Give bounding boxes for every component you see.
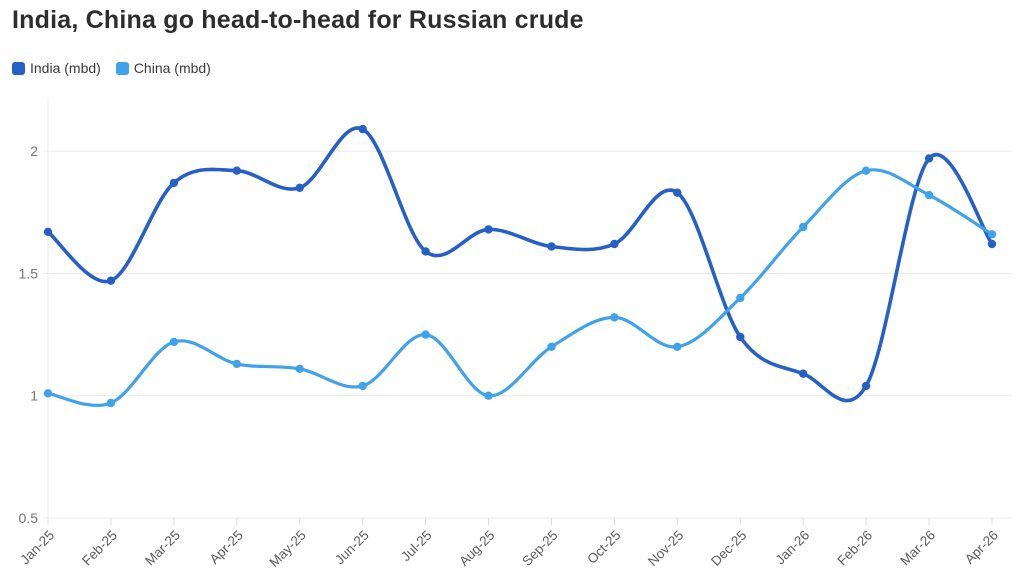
x-tick-label: Oct-25 — [584, 528, 623, 567]
data-point-india-Dec-25[interactable] — [736, 332, 745, 342]
data-point-china-Aug-25[interactable] — [484, 391, 493, 400]
series-line-china — [46, 168, 994, 408]
data-point-china-Apr-26[interactable] — [987, 230, 997, 239]
data-point-china-Feb-25[interactable] — [106, 398, 116, 408]
data-point-india-Apr-25[interactable] — [232, 166, 241, 175]
legend: India (mbd) China (mbd) — [12, 60, 211, 76]
x-tick-label: Apr-25 — [207, 528, 246, 567]
data-point-india-Mar-26[interactable] — [924, 154, 934, 163]
data-point-china-Feb-26[interactable] — [861, 166, 871, 175]
data-point-china-Mar-26[interactable] — [924, 190, 934, 200]
data-point-china-Jun-25[interactable] — [358, 381, 367, 391]
data-point-china-May-25[interactable] — [295, 364, 304, 373]
legend-label-india: India (mbd) — [30, 60, 101, 76]
data-point-china-Oct-25[interactable] — [610, 313, 619, 322]
data-point-india-Nov-25[interactable] — [673, 188, 682, 197]
legend-label-china: China (mbd) — [133, 60, 211, 76]
data-point-india-Jun-25[interactable] — [358, 124, 367, 134]
x-tick-label: Dec-25 — [708, 528, 749, 569]
data-point-china-Jul-25[interactable] — [421, 330, 430, 339]
series-line-india — [46, 126, 994, 403]
y-tick-label: 2 — [30, 143, 38, 159]
data-point-india-Oct-25[interactable] — [610, 239, 619, 249]
data-point-china-Jan-25[interactable] — [43, 389, 53, 398]
x-tick-label: Feb-25 — [79, 528, 120, 569]
data-point-india-Aug-25[interactable] — [484, 225, 493, 234]
data-point-india-Apr-26[interactable] — [987, 239, 997, 249]
x-tick-label: Nov-25 — [645, 528, 686, 569]
chart-title: India, China go head-to-head for Russian… — [12, 6, 584, 34]
x-tick-label: Apr-26 — [962, 528, 1001, 567]
y-tick-label: 0.5 — [19, 510, 39, 526]
data-point-india-May-25[interactable] — [295, 183, 304, 192]
data-point-china-Jan-26[interactable] — [799, 222, 808, 232]
x-tick-label: Mar-26 — [897, 528, 938, 569]
legend-swatch-india-icon — [12, 61, 25, 75]
x-tick-label: Feb-26 — [834, 528, 875, 569]
data-point-china-Dec-25[interactable] — [736, 293, 745, 303]
data-point-india-Sep-25[interactable] — [547, 242, 556, 251]
x-tick-label: Sep-25 — [519, 528, 560, 569]
x-tick-label: Jan-26 — [773, 528, 813, 568]
legend-swatch-china-icon — [115, 61, 129, 75]
x-tick-label: Jun-25 — [332, 528, 372, 568]
data-point-china-Nov-25[interactable] — [673, 342, 682, 351]
data-point-india-Feb-26[interactable] — [861, 381, 871, 391]
x-tick-label: Jul-25 — [398, 528, 435, 565]
y-tick-label: 1.5 — [19, 265, 39, 281]
y-tick-label: 1 — [30, 388, 38, 404]
legend-item-china: China (mbd) — [115, 60, 211, 76]
data-point-india-Feb-25[interactable] — [106, 276, 116, 285]
data-point-india-Jan-26[interactable] — [799, 369, 808, 378]
legend-item-india: India (mbd) — [12, 60, 101, 76]
data-point-china-Sep-25[interactable] — [547, 342, 556, 351]
data-point-china-Mar-25[interactable] — [169, 337, 179, 347]
data-point-china-Apr-25[interactable] — [232, 359, 241, 369]
x-tick-label: Mar-25 — [142, 528, 183, 569]
data-point-india-Jan-25[interactable] — [43, 227, 53, 236]
x-tick-label: May-25 — [266, 528, 308, 570]
data-point-india-Mar-25[interactable] — [169, 178, 179, 188]
data-point-india-Jul-25[interactable] — [421, 247, 430, 256]
x-tick-label: Jan-25 — [17, 528, 57, 568]
x-tick-label: Aug-25 — [456, 528, 497, 569]
